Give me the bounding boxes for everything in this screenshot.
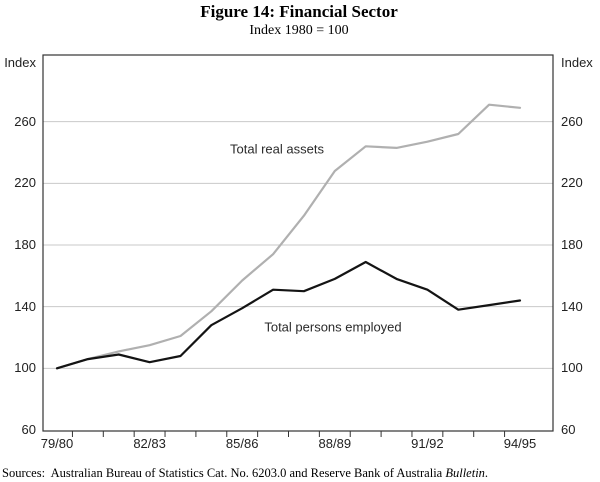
x-label-85-86: 85/86 [225,436,259,451]
series-line-total-persons-employed [55,260,522,370]
y-label-left-180: 180 [14,236,36,252]
y-label-left-140: 140 [14,298,36,314]
y-axis-unit-left: Index [4,55,36,70]
source-label: Sources: [2,466,46,480]
series-label-total-persons-employed: Total persons employed [264,319,402,335]
plot-frame [42,54,554,432]
x-label-79-80: 79/80 [40,436,74,451]
series-line-total-real-assets [55,103,522,370]
y-label-right-180: 180 [561,236,583,252]
source-suffix: . [484,466,489,480]
x-label-82-83: 82/83 [133,436,166,451]
x-label-91-92: 91/92 [411,436,444,451]
y-label-right-100: 100 [561,360,583,376]
y-label-right-60: 60 [561,422,576,437]
y-label-right-140: 140 [561,298,583,314]
source-text: Australian Bureau of Statistics Cat. No.… [45,466,446,480]
y-label-left-60: 60 [21,422,36,437]
series-label-total-real-assets: Total real assets [230,141,324,157]
y-label-left-220: 220 [14,175,36,191]
y-label-right-260: 260 [561,113,583,129]
x-label-88-89: 88/89 [318,436,352,451]
chart-title: Figure 14: Financial Sector [200,2,398,21]
source-italic: Bulletin [445,466,485,480]
y-axis-unit-right: Index [561,55,593,70]
y-label-right-220: 220 [561,175,583,191]
x-label-94-95: 94/95 [503,436,537,451]
chart-subtitle: Index 1980 = 100 [249,23,349,38]
y-label-left-100: 100 [14,360,36,376]
source-note: Sources: Australian Bureau of Statistics… [2,466,598,481]
y-label-left-260: 260 [14,113,36,129]
